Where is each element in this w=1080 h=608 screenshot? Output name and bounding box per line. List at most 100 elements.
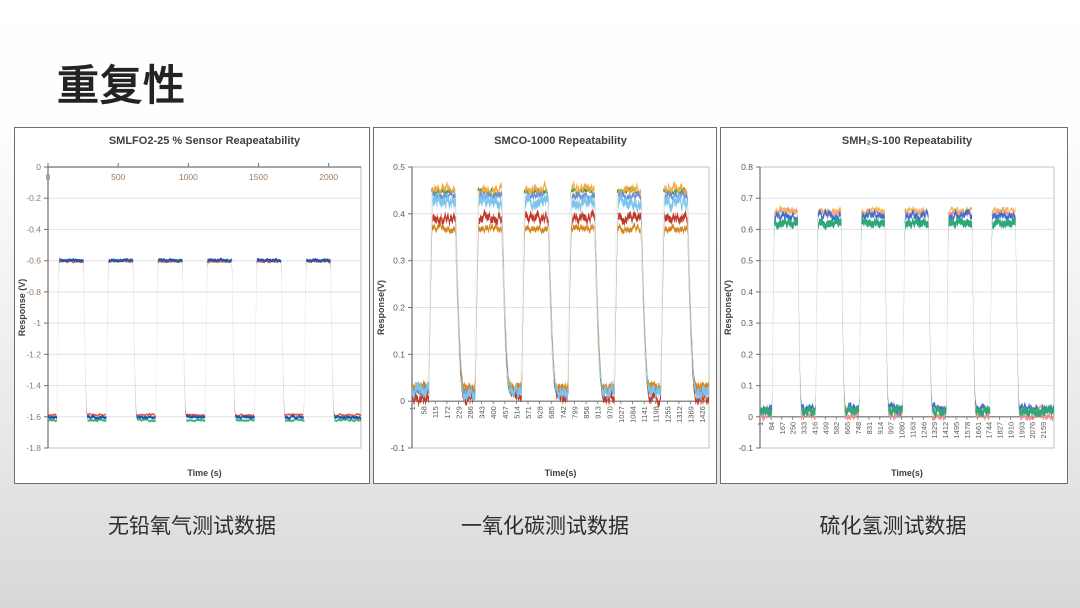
svg-text:416: 416 [810,422,819,435]
chart-panel-hydrogen-sulfide: 0.8 0.7 0.6 0.5 0.4 0.3 0.2 0.1 0 -0.1 1 84 167 250 33… [720,127,1068,484]
svg-text:1827: 1827 [996,422,1005,439]
chart-canvas: 0.8 0.7 0.6 0.5 0.4 0.3 0.2 0.1 0 -0.1 1 84 167 250 33… [723,135,1055,478]
oxygen-repeatability-chart: 0 -0.2 -0.4 -0.6 -0.8 -1 -1.2 -1.4 -1.6 -1.8 0 500 1… [15,128,369,483]
svg-text:1426: 1426 [698,406,707,423]
chart-panel-carbon-monoxide: 0.5 0.4 0.3 0.2 0.1 0 -0.1 1 58 115 172 229 286 343 40… [373,127,717,484]
svg-text:1500: 1500 [249,172,268,182]
svg-text:Time(s): Time(s) [545,468,577,478]
svg-text:1993: 1993 [1017,422,1026,439]
svg-text:-0.1: -0.1 [738,443,753,453]
svg-text:Response (V): Response (V) [17,279,27,337]
svg-text:167: 167 [778,422,787,435]
svg-text:SMCO-1000 Repeatability: SMCO-1000 Repeatability [494,135,628,147]
svg-text:514: 514 [512,406,521,419]
svg-text:0.2: 0.2 [393,303,405,313]
svg-text:913: 913 [594,406,603,419]
svg-text:500: 500 [111,172,125,182]
svg-text:-0.4: -0.4 [26,224,41,234]
svg-text:1412: 1412 [941,422,950,439]
svg-text:1661: 1661 [974,422,983,439]
svg-text:1: 1 [756,422,765,426]
svg-text:831: 831 [865,422,874,435]
svg-text:1910: 1910 [1006,422,1015,439]
svg-text:457: 457 [501,406,510,419]
svg-text:1246: 1246 [919,422,928,439]
svg-text:0.6: 0.6 [741,224,753,234]
svg-text:343: 343 [478,406,487,419]
svg-text:84: 84 [767,422,776,430]
svg-text:970: 970 [605,406,614,419]
svg-text:-0.1: -0.1 [390,443,405,453]
svg-text:0.8: 0.8 [741,162,753,172]
caption-carbon-monoxide: 一氧化碳测试数据 [461,515,629,538]
svg-text:665: 665 [843,422,852,435]
svg-text:-1.6: -1.6 [26,412,41,422]
svg-text:2000: 2000 [319,172,338,182]
svg-text:-0.6: -0.6 [26,256,41,266]
svg-text:1312: 1312 [675,406,684,423]
svg-text:Response(V): Response(V) [723,280,733,335]
svg-text:748: 748 [854,422,863,435]
svg-text:-1.2: -1.2 [26,349,41,359]
svg-text:0.4: 0.4 [741,287,753,297]
svg-text:799: 799 [570,406,579,419]
svg-text:582: 582 [832,422,841,435]
svg-text:172: 172 [443,406,452,419]
svg-text:1000: 1000 [179,172,198,182]
svg-text:Response(V): Response(V) [376,280,386,335]
svg-text:-1: -1 [33,318,41,328]
svg-text:SMH₂S-100 Repeatability: SMH₂S-100 Repeatability [842,135,973,147]
svg-text:0: 0 [400,396,405,406]
svg-text:1080: 1080 [898,422,907,439]
svg-text:0: 0 [36,162,41,172]
svg-text:1255: 1255 [663,406,672,423]
svg-text:1: 1 [408,406,417,410]
caption-hydrogen-sulfide: 硫化氢测试数据 [819,515,967,538]
captions-row: 无铅氧气测试数据 一氧化碳测试数据 硫化氢测试数据 [14,510,1066,540]
svg-text:685: 685 [547,406,556,419]
chart-panel-oxygen: 0 -0.2 -0.4 -0.6 -0.8 -1 -1.2 -1.4 -1.6 -1.8 0 500 1… [14,127,370,484]
svg-text:0.7: 0.7 [741,193,753,203]
svg-text:-1.8: -1.8 [26,443,41,453]
svg-text:856: 856 [582,406,591,419]
svg-text:Time (s): Time (s) [187,468,221,478]
svg-text:1198: 1198 [652,406,661,422]
svg-text:-0.8: -0.8 [26,287,41,297]
chart-canvas: 0.5 0.4 0.3 0.2 0.1 0 -0.1 1 58 115 172 229 286 343 40… [376,135,710,478]
charts-panel: 0 -0.2 -0.4 -0.6 -0.8 -1 -1.2 -1.4 -1.6 -1.8 0 500 1… [14,127,1068,484]
svg-text:1141: 1141 [640,406,649,422]
svg-text:499: 499 [821,422,830,435]
svg-text:1084: 1084 [629,406,638,423]
svg-text:0.1: 0.1 [741,381,753,391]
svg-text:914: 914 [876,422,885,435]
svg-text:400: 400 [489,406,498,419]
svg-text:0.3: 0.3 [393,256,405,266]
svg-text:2076: 2076 [1028,422,1037,439]
svg-text:0: 0 [46,172,51,182]
svg-text:-1.4: -1.4 [26,381,41,391]
svg-text:1495: 1495 [952,422,961,439]
svg-text:1163: 1163 [908,422,917,438]
caption-oxygen: 无铅氧气测试数据 [108,515,276,538]
svg-text:333: 333 [800,422,809,435]
svg-text:1578: 1578 [963,422,972,439]
svg-text:628: 628 [536,406,545,419]
svg-text:571: 571 [524,406,533,419]
svg-text:0: 0 [748,412,753,422]
svg-text:1744: 1744 [985,422,994,439]
svg-text:286: 286 [466,406,475,419]
page-title: 重复性 [57,62,187,109]
svg-text:SMLFO2-25 % Sensor Reapeatabil: SMLFO2-25 % Sensor Reapeatability [109,135,301,147]
svg-text:0.5: 0.5 [741,256,753,266]
svg-text:1027: 1027 [617,406,626,423]
svg-text:0.4: 0.4 [393,209,405,219]
chart-canvas: 0 -0.2 -0.4 -0.6 -0.8 -1 -1.2 -1.4 -1.6 -1.8 0 500 1… [17,135,362,478]
svg-text:742: 742 [559,406,568,419]
co-repeatability-chart: 0.5 0.4 0.3 0.2 0.1 0 -0.1 1 58 115 172 229 286 343 40… [374,128,716,483]
svg-text:1369: 1369 [687,406,696,423]
svg-text:2159: 2159 [1039,422,1048,439]
svg-text:0.3: 0.3 [741,318,753,328]
svg-text:115: 115 [431,406,440,418]
svg-text:Time(s): Time(s) [891,468,923,478]
svg-text:229: 229 [454,406,463,419]
